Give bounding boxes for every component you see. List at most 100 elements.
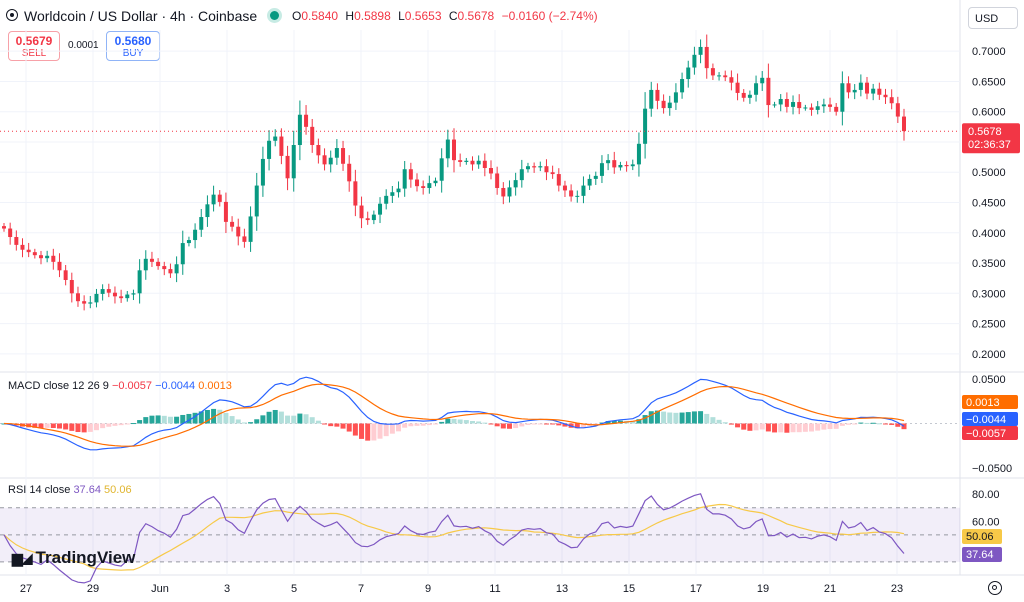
candle-body xyxy=(334,148,339,158)
open-value: 0.5840 xyxy=(301,9,339,23)
macd-histogram-bar xyxy=(679,412,685,424)
candle-body xyxy=(562,185,567,191)
macd-histogram-bar xyxy=(365,423,371,441)
macd-histogram-bar xyxy=(248,422,254,424)
macd-histogram-bar xyxy=(149,415,155,424)
candle-body xyxy=(359,205,364,219)
candle-body xyxy=(223,201,228,222)
candle-body xyxy=(747,94,752,98)
macd-value-tag-label: −0.0044 xyxy=(966,414,1006,426)
candle-body xyxy=(840,83,845,112)
candle-body xyxy=(285,155,290,179)
macd-histogram-bar xyxy=(858,422,864,424)
candle-body xyxy=(482,160,487,169)
macd-histogram-bar xyxy=(562,423,568,427)
macd-histogram-bar xyxy=(852,423,858,425)
candle-body xyxy=(341,148,346,164)
rsi-axis-tick: 80.00 xyxy=(972,489,1000,501)
macd-histogram-bar xyxy=(297,413,303,424)
candle-body xyxy=(865,82,870,94)
candle-body xyxy=(149,258,154,262)
candle-body xyxy=(704,46,709,69)
candle-body xyxy=(125,294,130,299)
macd-histogram-bar xyxy=(328,423,334,427)
macd-histogram-bar xyxy=(630,420,636,424)
macd-histogram-bar xyxy=(716,419,722,424)
last-price-label: 0.5678 xyxy=(968,126,1002,138)
rsi-value: 37.64 xyxy=(73,484,101,496)
macd-histogram-bar xyxy=(710,417,716,424)
macd-histogram-bar xyxy=(408,423,414,427)
candle-body xyxy=(624,164,629,167)
rsi-value-tag xyxy=(962,547,1002,562)
macd-histogram-bar xyxy=(371,423,377,441)
candle-body xyxy=(464,160,469,162)
candle-body xyxy=(45,255,50,259)
macd-histogram-bar xyxy=(229,416,235,424)
candle-body xyxy=(556,174,561,186)
change-value: −0.0160 (−2.74%) xyxy=(501,9,598,23)
macd-histogram-bar xyxy=(414,423,420,426)
macd-histogram-bar xyxy=(322,423,328,425)
candle-body xyxy=(304,114,309,127)
macd-line xyxy=(3,376,905,451)
candle-body xyxy=(119,296,124,299)
candle-body xyxy=(14,237,19,245)
symbol-title[interactable]: Worldcoin / US Dollar · 4h · Coinbase xyxy=(24,8,258,24)
rsi-value-tag-label: 37.64 xyxy=(966,549,994,561)
candle-body xyxy=(8,228,13,238)
sell-button[interactable]: 0.5679 SELL xyxy=(8,31,60,61)
macd-histogram-bar xyxy=(396,423,402,432)
settings-gear-icon[interactable] xyxy=(988,581,1002,595)
macd-histogram-bar xyxy=(285,415,291,424)
candle-body xyxy=(538,166,543,168)
macd-histogram-bar xyxy=(543,423,549,425)
rsi-legend[interactable]: RSI 14 close 37.64 50.06 xyxy=(8,484,132,496)
macd-histogram-bar xyxy=(254,419,260,424)
price-axis-tick: 0.3500 xyxy=(972,258,1006,270)
candle-body xyxy=(803,107,808,109)
candle-body xyxy=(2,226,6,229)
macd-histogram-bar xyxy=(765,423,771,432)
macd-histogram-bar xyxy=(87,423,93,432)
candle-body xyxy=(599,163,604,176)
candle-body xyxy=(100,289,105,294)
macd-histogram-bar xyxy=(673,412,679,424)
macd-histogram-bar xyxy=(580,423,586,428)
close-key: C xyxy=(448,9,458,23)
macd-legend[interactable]: MACD close 12 26 9 −0.0057 −0.0044 0.001… xyxy=(8,380,232,392)
candle-body xyxy=(396,188,401,193)
candle-body xyxy=(630,164,635,167)
macd-histogram-bar xyxy=(211,408,217,424)
macd-histogram-bar xyxy=(550,423,556,425)
macd-histogram-bar xyxy=(889,423,895,425)
price-axis-tick: 0.5000 xyxy=(972,167,1006,179)
macd-histogram-bar xyxy=(340,423,346,429)
candle-body xyxy=(143,258,148,271)
candle-body xyxy=(692,54,697,68)
candle-body xyxy=(858,82,863,90)
macd-histogram-bar xyxy=(790,423,796,433)
macd-histogram-bar xyxy=(476,421,482,424)
time-axis-tick: 3 xyxy=(224,583,230,595)
macd-histogram-bar xyxy=(642,415,648,424)
macd-histogram-bar xyxy=(648,411,654,424)
candle-body xyxy=(797,102,802,109)
macd-histogram-bar xyxy=(870,422,876,424)
candle-body xyxy=(94,293,99,303)
high-key: H xyxy=(345,9,355,23)
candle-body xyxy=(655,89,660,101)
macd-histogram-bar xyxy=(309,417,315,424)
price-axis-tick: 0.4000 xyxy=(972,228,1006,240)
macd-axis-tick: −0.0500 xyxy=(972,463,1012,475)
macd-histogram-bar xyxy=(315,420,321,424)
currency-selector[interactable]: USD xyxy=(968,7,1018,29)
time-axis-tick: Jun xyxy=(151,583,169,595)
macd-histogram-bar xyxy=(155,415,161,424)
macd-histogram-bar xyxy=(118,423,124,426)
candle-body xyxy=(649,89,654,109)
macd-histogram-bar xyxy=(439,421,445,424)
tradingview-watermark-text: TradingView xyxy=(35,548,136,567)
rsi-ma-value: 50.06 xyxy=(104,484,132,496)
